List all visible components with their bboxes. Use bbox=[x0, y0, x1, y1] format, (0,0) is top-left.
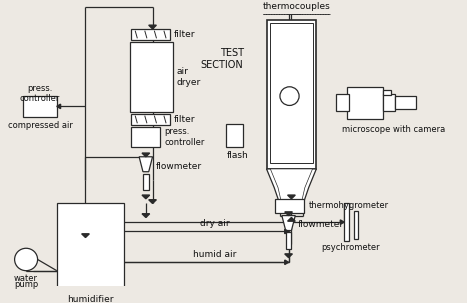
Polygon shape bbox=[282, 216, 295, 231]
Polygon shape bbox=[139, 157, 153, 172]
Text: psychrometer: psychrometer bbox=[321, 243, 380, 252]
Polygon shape bbox=[142, 195, 149, 199]
Bar bbox=[143, 174, 149, 190]
Text: flowmeter: flowmeter bbox=[298, 220, 344, 229]
Polygon shape bbox=[288, 195, 295, 199]
Bar bbox=[226, 124, 242, 148]
Text: press.: press. bbox=[27, 84, 53, 93]
Polygon shape bbox=[142, 214, 149, 218]
Bar bbox=[129, 42, 173, 112]
Text: TEST
SECTION: TEST SECTION bbox=[201, 48, 244, 70]
Polygon shape bbox=[267, 169, 316, 205]
Bar bbox=[383, 90, 391, 95]
Bar bbox=[23, 96, 57, 117]
Bar bbox=[270, 23, 312, 163]
Bar bbox=[132, 114, 170, 125]
Text: thermohygrometer: thermohygrometer bbox=[309, 201, 389, 210]
Polygon shape bbox=[142, 153, 149, 157]
Polygon shape bbox=[57, 104, 61, 108]
Bar bbox=[395, 96, 416, 109]
Bar bbox=[286, 232, 291, 249]
Text: humidifier: humidifier bbox=[67, 295, 113, 303]
Circle shape bbox=[280, 87, 299, 105]
Text: pump: pump bbox=[14, 280, 38, 289]
Text: compressed air: compressed air bbox=[7, 121, 72, 130]
Text: filter: filter bbox=[174, 30, 195, 39]
Bar bbox=[344, 203, 349, 241]
Text: water: water bbox=[14, 275, 38, 283]
Text: press.
controller: press. controller bbox=[164, 128, 205, 147]
Text: controller: controller bbox=[20, 94, 60, 103]
Text: microscope with camera: microscope with camera bbox=[342, 125, 446, 134]
Polygon shape bbox=[285, 212, 292, 216]
Text: thermocouples: thermocouples bbox=[262, 2, 330, 11]
Bar bbox=[267, 20, 316, 169]
Text: flash: flash bbox=[226, 151, 248, 160]
Text: air
dryer: air dryer bbox=[177, 67, 201, 87]
Bar bbox=[383, 94, 395, 111]
Bar bbox=[132, 29, 170, 40]
Text: flowmeter: flowmeter bbox=[156, 161, 202, 171]
Bar bbox=[57, 203, 124, 288]
Polygon shape bbox=[288, 218, 295, 221]
Polygon shape bbox=[285, 260, 289, 265]
Circle shape bbox=[14, 248, 38, 271]
Bar bbox=[132, 127, 160, 148]
Text: filter: filter bbox=[174, 115, 195, 124]
Bar bbox=[354, 211, 359, 239]
Text: dry air: dry air bbox=[200, 219, 230, 228]
Polygon shape bbox=[340, 220, 344, 224]
Bar bbox=[275, 199, 304, 213]
Text: humid air: humid air bbox=[193, 250, 236, 258]
Polygon shape bbox=[270, 169, 312, 205]
Polygon shape bbox=[82, 234, 89, 238]
Polygon shape bbox=[149, 200, 156, 203]
Polygon shape bbox=[149, 25, 156, 29]
Polygon shape bbox=[285, 254, 292, 258]
Polygon shape bbox=[285, 229, 289, 234]
Bar bbox=[335, 94, 349, 111]
Bar bbox=[347, 87, 383, 119]
